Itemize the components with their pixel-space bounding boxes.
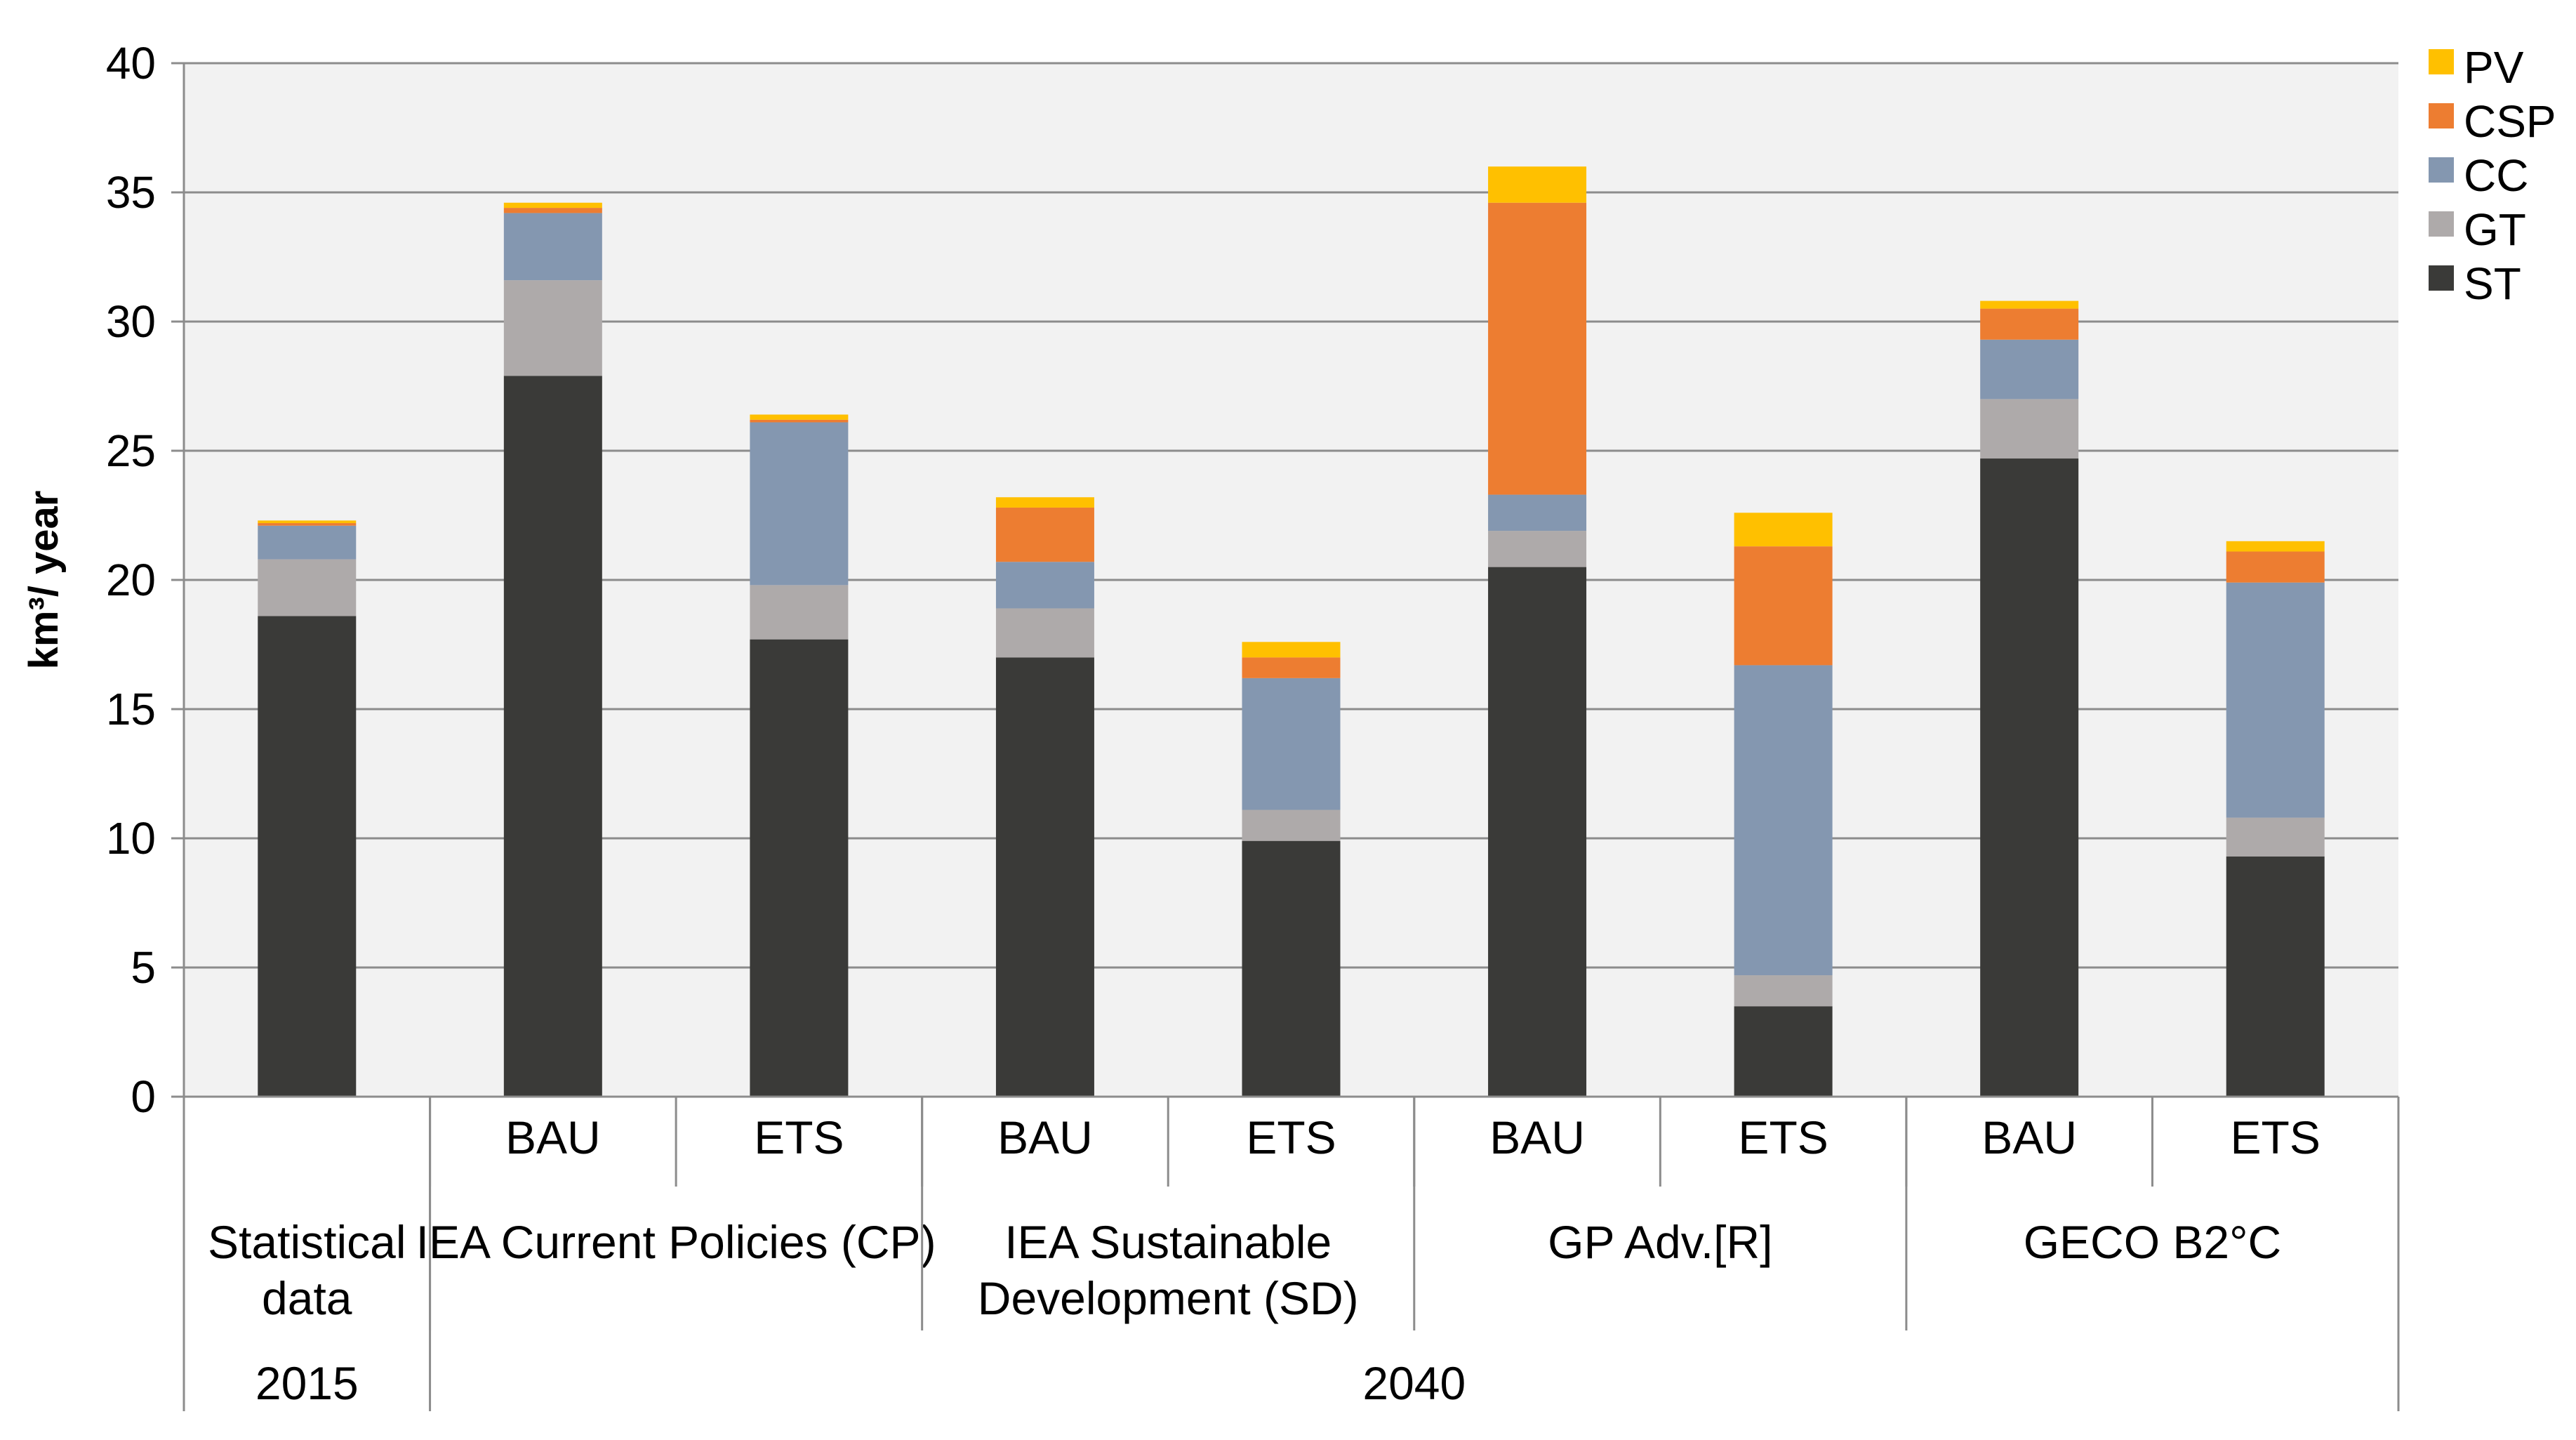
bar-segment-st <box>1242 840 1341 1097</box>
y-tick-label: 0 <box>131 1071 156 1122</box>
bar-segment-gt <box>258 559 357 616</box>
legend-swatch-pv <box>2429 49 2454 74</box>
bar-segment-gt <box>1980 399 2079 459</box>
bar-segment-pv <box>1488 166 1587 203</box>
bar-segment-st <box>2226 856 2325 1097</box>
bar-segment-cc <box>1488 494 1587 531</box>
y-tick-label: 20 <box>106 555 156 605</box>
bar-segment-csp <box>995 507 1094 562</box>
y-tick-label: 10 <box>106 813 156 864</box>
bar-segment-pv <box>503 202 602 209</box>
bar-segment-gt <box>2226 817 2325 857</box>
y-tick-label: 40 <box>106 38 156 88</box>
y-tick-label: 5 <box>131 942 156 993</box>
legend-label-cc: CC <box>2464 150 2528 201</box>
bar-segment-pv <box>1980 300 2079 309</box>
category-label: BAU <box>1489 1111 1585 1163</box>
bar-segment-cc <box>1734 665 1833 976</box>
legend-label-csp: CSP <box>2464 96 2556 147</box>
y-tick-label: 30 <box>106 296 156 347</box>
scenario-group-label: GECO B2°C <box>2024 1216 2281 1268</box>
legend-swatch-gt <box>2429 211 2454 237</box>
bar-segment-st <box>750 639 849 1097</box>
bar-segment-cc <box>258 525 357 560</box>
bar-segment-csp <box>750 419 849 423</box>
bar-segment-csp <box>1980 308 2079 340</box>
bar-segment-pv <box>995 497 1094 508</box>
bar-segment-pv <box>2226 541 2325 552</box>
category-label: ETS <box>1246 1111 1336 1163</box>
bar-segment-gt <box>1242 810 1341 841</box>
year-group-label: 2015 <box>255 1357 359 1409</box>
bar-segment-cc <box>995 562 1094 609</box>
legend-swatch-cc <box>2429 157 2454 183</box>
bar-segment-st <box>1980 458 2079 1097</box>
category-label: ETS <box>754 1111 844 1163</box>
legend-label-st: ST <box>2464 258 2521 309</box>
bar-segment-cc <box>750 422 849 586</box>
bar-segment-cc <box>2226 582 2325 818</box>
bar-segment-gt <box>1488 531 1587 567</box>
bar-segment-st <box>258 616 357 1097</box>
bar-segment-cc <box>1980 339 2079 399</box>
bar-segment-pv <box>258 520 357 524</box>
y-tick-label: 15 <box>106 684 156 734</box>
bar-segment-pv <box>750 414 849 420</box>
bar-segment-gt <box>995 608 1094 658</box>
bar-segment-pv <box>1242 642 1341 658</box>
bar-segment-csp <box>1488 202 1587 495</box>
scenario-group-label: IEA Current Policies (CP) <box>416 1216 936 1268</box>
bar-segment-st <box>503 376 602 1097</box>
bar-segment-csp <box>1242 657 1341 678</box>
y-tick-label: 35 <box>106 167 156 218</box>
category-label: BAU <box>997 1111 1093 1163</box>
bar-segment-gt <box>1734 975 1833 1007</box>
legend-label-pv: PV <box>2464 42 2524 93</box>
scenario-group-label: Statistical data <box>208 1216 406 1324</box>
legend-swatch-csp <box>2429 103 2454 128</box>
legend-swatch-st <box>2429 265 2454 291</box>
bar-segment-csp <box>2226 551 2325 583</box>
bar-segment-gt <box>750 585 849 640</box>
bar-segment-st <box>995 657 1094 1097</box>
scenario-group-label: GP Adv.[R] <box>1548 1216 1772 1268</box>
category-label: BAU <box>505 1111 601 1163</box>
bar-segment-cc <box>503 213 602 281</box>
category-label: ETS <box>2231 1111 2321 1163</box>
bar-segment-cc <box>1242 678 1341 810</box>
bar-segment-pv <box>1734 513 1833 547</box>
y-axis-label: km³/ year <box>21 491 67 670</box>
scenario-group-label: IEA Sustainable Development (SD) <box>978 1216 1359 1324</box>
bar-segment-csp <box>258 523 357 526</box>
bar-segment-st <box>1734 1006 1833 1097</box>
bar-segment-gt <box>503 280 602 376</box>
bar-segment-csp <box>503 208 602 213</box>
year-group-label: 2040 <box>1362 1357 1466 1409</box>
bar-segment-st <box>1488 567 1587 1097</box>
bar-segment-csp <box>1734 546 1833 666</box>
y-tick-label: 25 <box>106 425 156 476</box>
category-label: ETS <box>1738 1111 1828 1163</box>
legend-label-gt: GT <box>2464 204 2526 255</box>
category-label: BAU <box>1981 1111 2077 1163</box>
